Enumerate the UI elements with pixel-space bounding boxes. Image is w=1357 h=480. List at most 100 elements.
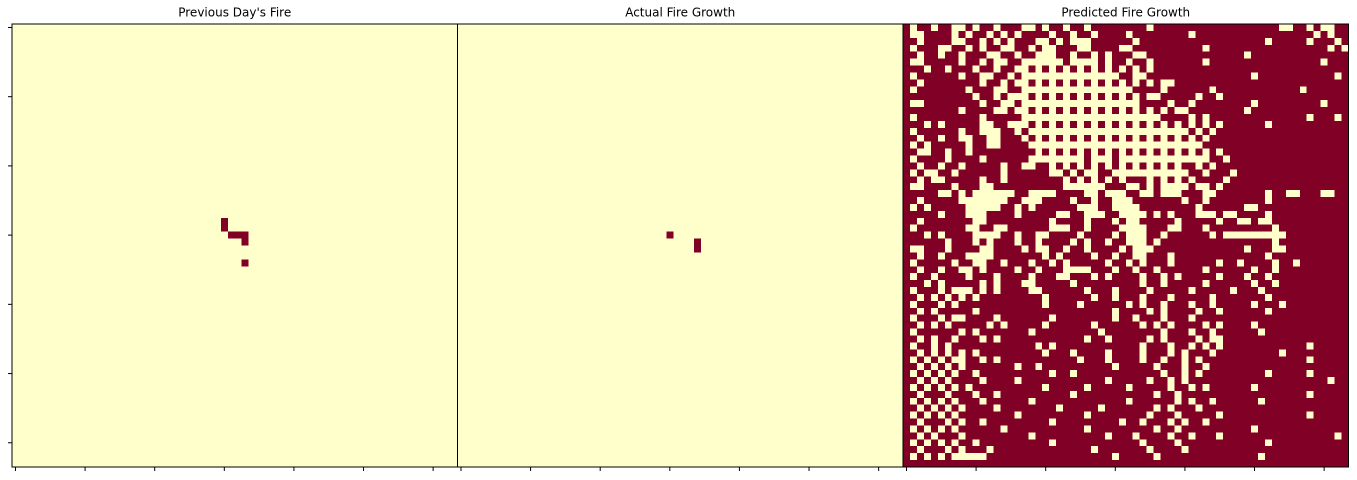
cell [436,328,444,336]
cell [631,100,639,108]
cell [81,356,89,364]
cell [144,307,152,316]
cell [276,120,284,129]
cell [234,107,243,115]
cell [46,370,55,378]
cell [394,328,403,336]
cell [18,439,27,447]
cell [95,93,103,101]
cell [53,134,62,143]
cell [276,86,284,94]
cell [436,397,444,406]
cell [450,293,458,302]
cell [304,224,312,233]
cell [283,342,291,350]
cell [436,51,444,60]
cell [394,390,403,399]
cell [12,176,20,184]
cell [325,314,333,323]
cell [18,30,27,39]
cell [192,176,201,184]
cell [742,86,751,94]
cell [220,390,229,399]
cell [88,238,96,246]
cell [199,335,208,343]
cell [234,238,243,246]
cell [749,30,758,39]
cell [192,197,201,205]
cell [318,307,326,316]
cell [12,259,20,267]
cell [791,107,799,115]
cell [680,24,688,32]
cell [332,321,340,329]
cell [415,259,424,267]
cell [165,425,173,433]
cell [360,224,368,233]
cell [12,30,20,39]
cell [304,79,312,87]
cell [81,190,89,198]
cell [213,107,222,115]
cell [882,86,890,94]
cell [408,176,417,184]
cell [12,273,20,281]
cell [436,280,444,288]
cell [304,335,312,343]
cell [401,120,410,129]
cell [116,245,124,253]
cell [206,148,215,156]
cell [478,44,486,53]
cell [144,162,152,170]
cell [130,65,138,73]
cell [373,37,382,46]
cell [74,273,83,281]
cell [255,197,263,205]
cell [346,238,354,246]
cell [318,252,326,260]
cell [165,24,173,32]
cell [109,245,117,253]
cell [248,169,257,177]
cell [283,453,291,461]
cell [102,370,110,378]
cell [513,107,521,115]
cell [770,30,779,39]
cell [708,30,716,39]
cell [387,342,396,350]
cell [130,58,138,66]
cell [179,148,187,156]
cell [276,183,284,191]
cell [325,197,333,205]
cell [450,93,458,101]
cell [394,293,403,302]
cell [387,183,396,191]
cell [46,169,55,177]
cell [192,439,201,447]
cell [192,335,201,343]
cell [67,238,76,246]
cell [735,30,744,39]
cell [575,72,584,80]
cell [18,113,27,122]
cell [130,425,138,433]
cell [192,155,201,163]
cell [464,37,472,46]
cell [269,411,277,419]
cell [213,287,222,295]
cell [32,439,41,447]
cell [735,44,744,53]
cell [130,176,138,184]
cell [380,113,389,122]
cell [297,169,305,177]
cell [422,453,431,461]
cell [123,287,131,295]
cell [339,280,347,288]
cell [88,363,96,371]
cell [248,252,257,260]
cell [199,210,208,219]
cell [60,266,69,274]
cell [325,100,333,108]
cell [192,418,201,426]
cell [39,453,48,461]
